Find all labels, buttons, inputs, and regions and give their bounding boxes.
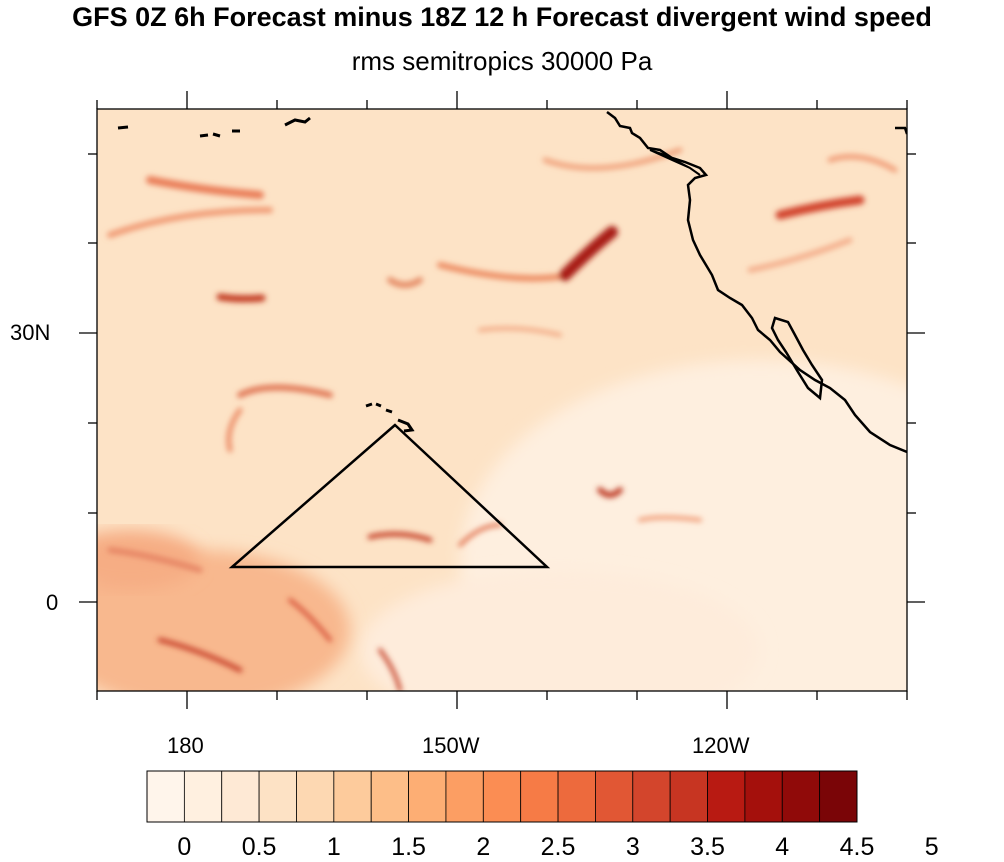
colorbar-tick-label: 2 bbox=[476, 833, 491, 861]
colorbar-tick-label: 1 bbox=[326, 833, 341, 861]
colorbar-tick-label: 1.5 bbox=[391, 833, 426, 861]
chart-title: GFS 0Z 6h Forecast minus 18Z 12 h Foreca… bbox=[72, 2, 932, 32]
colorbar-tick-label: 2.5 bbox=[540, 833, 576, 861]
colorbar-box bbox=[296, 770, 335, 823]
colorbar-tick-label: 0.5 bbox=[241, 833, 277, 861]
chart-subtitle: rms semitropics 30000 Pa bbox=[351, 46, 653, 76]
colorbar-box bbox=[744, 770, 783, 823]
colorbar bbox=[146, 770, 858, 823]
colorbar-box bbox=[557, 770, 596, 823]
colorbar-tick-label: 4.5 bbox=[839, 833, 875, 861]
colorbar-tick-label: 4 bbox=[775, 833, 790, 861]
lon-label-150w: 150W bbox=[422, 733, 480, 758]
colorbar-box bbox=[258, 770, 297, 823]
map-frame bbox=[96, 108, 908, 692]
colorbar-tick-label: 3.5 bbox=[690, 833, 725, 861]
colorbar-box bbox=[520, 770, 559, 823]
colorbar-box bbox=[146, 770, 185, 823]
colorbar-box bbox=[221, 770, 260, 823]
colorbar-outline bbox=[146, 770, 858, 823]
map-field bbox=[97, 109, 907, 691]
colorbar-box bbox=[370, 770, 409, 823]
colorbar-box bbox=[445, 770, 484, 823]
colorbar-box bbox=[333, 770, 372, 823]
colorbar-box bbox=[183, 770, 223, 823]
baja-peninsula bbox=[770, 316, 824, 401]
colorbar-box bbox=[669, 770, 708, 823]
colorbar-box bbox=[595, 770, 634, 823]
colorbar-tick-label: 5 bbox=[924, 833, 939, 861]
lat-label-30n: 30N bbox=[10, 320, 51, 345]
hawaii-islands bbox=[365, 402, 415, 433]
region-triangle bbox=[228, 423, 551, 569]
colorbar-box bbox=[707, 770, 746, 823]
lon-label-180: 180 bbox=[167, 733, 204, 758]
axis-ticks bbox=[79, 91, 925, 709]
colorbar-tick-label: 3 bbox=[625, 833, 640, 861]
colorbar-box bbox=[632, 770, 671, 823]
lon-label-120w: 120W bbox=[692, 733, 750, 758]
colorbar-tick-label: 0 bbox=[177, 833, 192, 861]
lat-label-0: 0 bbox=[46, 590, 59, 615]
colorbar-box bbox=[408, 770, 447, 823]
colorbar-box bbox=[482, 770, 522, 823]
colorbar-box bbox=[819, 770, 858, 823]
wind-streaks bbox=[107, 147, 898, 691]
coastline bbox=[606, 111, 907, 454]
colorbar-box bbox=[781, 770, 821, 823]
